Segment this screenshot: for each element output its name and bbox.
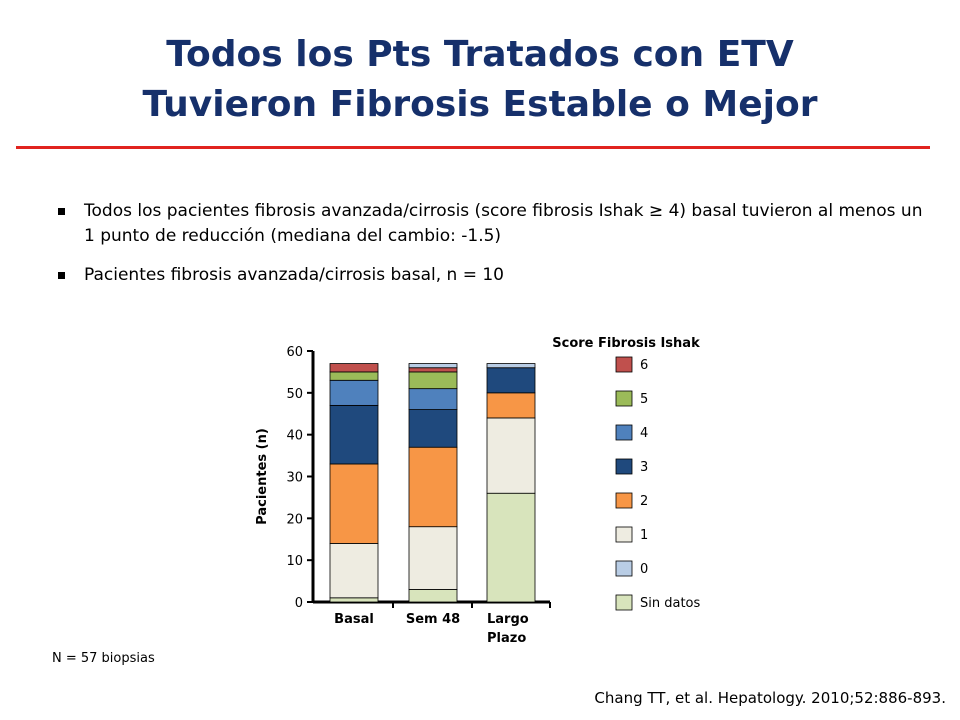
bar-segment — [408, 371, 458, 390]
bar-segment — [486, 367, 536, 394]
bar-segment — [486, 417, 536, 494]
bar-segment — [329, 543, 379, 599]
slide-title: Todos los Pts Tratados con ETV Tuvieron … — [0, 30, 960, 130]
bullet-text: Todos los pacientes fibrosis avanzada/ci… — [84, 201, 923, 246]
legend-swatch — [615, 458, 633, 475]
legend-label: 2 — [640, 494, 648, 509]
bar-segment — [408, 363, 458, 369]
legend-swatch — [615, 390, 633, 407]
y-tick-label: 10 — [286, 554, 303, 569]
legend-label: 1 — [640, 528, 648, 543]
legend-swatch — [615, 560, 633, 577]
bar-segment — [329, 597, 379, 603]
y-tick-label: 40 — [286, 429, 303, 444]
x-tick-label: Largo — [487, 612, 529, 627]
bar-segment — [408, 409, 458, 448]
bar-segment — [329, 379, 379, 406]
y-tick-label: 0 — [295, 596, 303, 611]
bar-segment — [329, 463, 379, 544]
legend-label: 4 — [640, 426, 648, 441]
legend-label: 5 — [640, 392, 648, 407]
legend-swatch — [615, 424, 633, 441]
title-line-1: Todos los Pts Tratados con ETV — [166, 34, 794, 75]
bar-segment — [408, 367, 458, 373]
bullet-marker-icon — [58, 272, 65, 279]
y-tick-label: 50 — [286, 387, 303, 402]
x-tick-label: Sem 48 — [406, 612, 460, 627]
legend-label: 6 — [640, 358, 648, 373]
legend-swatch — [615, 356, 633, 373]
title-line-2: Tuvieron Fibrosis Estable o Mejor — [142, 84, 818, 125]
bullet-item: Todos los pacientes fibrosis avanzada/ci… — [58, 199, 928, 249]
sample-size-note: N = 57 biopsias — [52, 651, 155, 666]
legend-swatch — [615, 492, 633, 509]
bar-segment — [408, 526, 458, 590]
y-tick-label: 20 — [286, 512, 303, 527]
bar-segment — [408, 388, 458, 410]
citation: Chang TT, et al. Hepatology. 2010;52:886… — [594, 689, 946, 707]
bar-segment — [486, 392, 536, 419]
x-tick-label: Basal — [334, 612, 374, 627]
legend-label: 3 — [640, 460, 648, 475]
bullet-text: Pacientes fibrosis avanzada/cirrosis bas… — [84, 265, 504, 285]
legend-label: Sin datos — [640, 596, 701, 611]
x-tick-label: Plazo — [487, 631, 526, 646]
legend-swatch — [615, 594, 633, 611]
bar-segment — [329, 404, 379, 465]
title-underline — [16, 146, 930, 149]
bullet-list: Todos los pacientes fibrosis avanzada/ci… — [58, 199, 928, 302]
bar-segment — [486, 363, 536, 369]
y-axis-label: Pacientes (n) — [255, 428, 270, 525]
bar-segment — [408, 589, 458, 603]
bullet-item: Pacientes fibrosis avanzada/cirrosis bas… — [58, 263, 928, 288]
y-tick-label: 60 — [286, 345, 303, 360]
y-tick-label: 30 — [286, 471, 303, 486]
legend-swatch — [615, 526, 633, 543]
bar-segment — [329, 363, 379, 373]
bar-segment — [329, 371, 379, 381]
bullet-marker-icon — [58, 208, 65, 215]
bar-segment — [408, 446, 458, 528]
legend-title: Score Fibrosis Ishak — [552, 336, 700, 351]
bar-segment — [486, 492, 536, 603]
legend-label: 0 — [640, 562, 648, 577]
